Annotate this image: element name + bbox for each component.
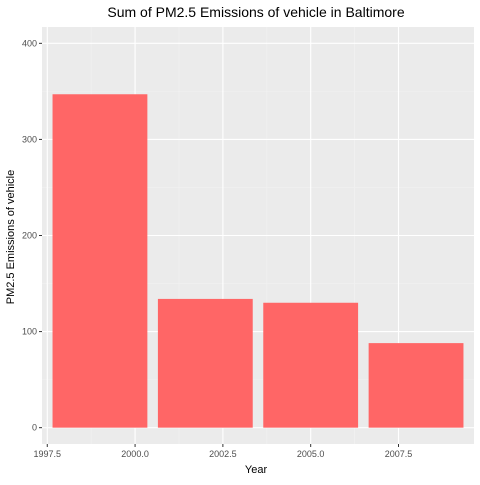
x-tick-label: 2000.0 bbox=[121, 449, 149, 459]
bar bbox=[368, 343, 464, 428]
x-tick-label: 2007.5 bbox=[385, 449, 413, 459]
x-tick-label: 2005.0 bbox=[297, 449, 325, 459]
bars bbox=[52, 94, 464, 428]
y-tick-label: 100 bbox=[22, 327, 37, 337]
y-tick-label: 0 bbox=[32, 423, 37, 433]
x-tick-label: 1997.5 bbox=[34, 449, 62, 459]
bar bbox=[263, 302, 359, 428]
axis-ticks: 0 100 200 300 400 1997.5 2000.0 2002.5 2005.0 200… bbox=[22, 38, 412, 459]
y-tick-label: 200 bbox=[22, 231, 37, 241]
chart-title: Sum of PM2.5 Emissions of vehicle in Bal… bbox=[107, 4, 404, 20]
x-tick-label: 2002.5 bbox=[209, 449, 237, 459]
y-tick-label: 300 bbox=[22, 134, 37, 144]
bar bbox=[52, 94, 148, 428]
bar bbox=[157, 298, 253, 428]
y-tick-label: 400 bbox=[22, 38, 37, 48]
y-axis-title: PM2.5 Emissions of vehicle bbox=[5, 170, 17, 305]
x-axis-title: Year bbox=[245, 464, 268, 476]
